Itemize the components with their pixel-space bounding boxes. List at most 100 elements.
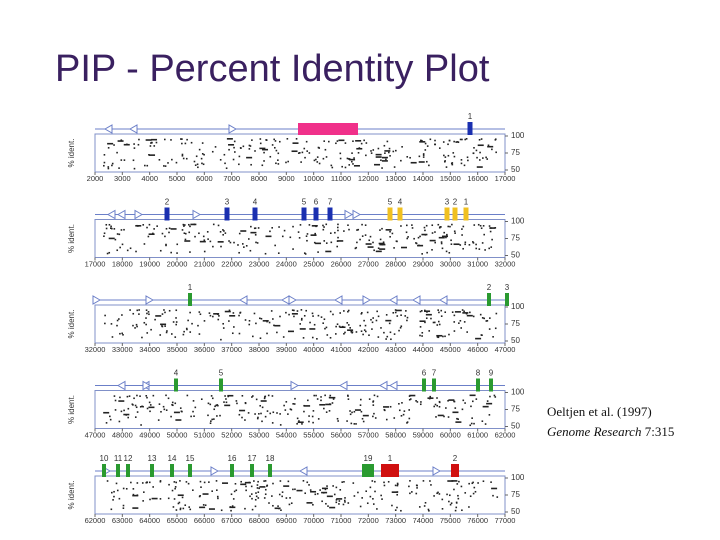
identity-dot xyxy=(292,248,294,250)
x-tick-label: 23000 xyxy=(249,259,270,268)
identity-dot xyxy=(130,481,132,484)
x-tick-label: 36000 xyxy=(194,345,215,354)
identity-dot xyxy=(251,497,253,500)
identity-dot xyxy=(475,337,482,340)
identity-dot xyxy=(363,139,365,142)
identity-dot xyxy=(442,141,445,143)
identity-dot xyxy=(245,489,247,492)
identity-dot xyxy=(449,225,451,228)
y-axis-label: % ident. xyxy=(67,139,76,168)
identity-dot xyxy=(424,310,431,313)
identity-dot xyxy=(107,167,110,170)
identity-dot xyxy=(312,315,314,317)
exon-label: 3 xyxy=(505,283,510,292)
identity-dot xyxy=(376,310,378,313)
x-tick-label: 76000 xyxy=(467,516,488,525)
identity-dot xyxy=(117,140,124,142)
exon-label: 6 xyxy=(314,198,319,207)
identity-dot xyxy=(262,148,269,151)
x-tick-label: 16000 xyxy=(467,174,488,183)
identity-dot xyxy=(466,331,468,333)
identity-dot xyxy=(275,149,278,152)
identity-dot xyxy=(235,489,238,492)
citation-volume: 7:315 xyxy=(644,424,675,439)
identity-dot xyxy=(201,153,204,155)
identity-dot xyxy=(370,318,372,321)
identity-dot xyxy=(298,152,301,154)
identity-dot xyxy=(123,409,125,412)
exon-label: 1 xyxy=(188,283,193,292)
identity-dot xyxy=(297,421,304,424)
identity-dot xyxy=(328,410,331,412)
identity-dot xyxy=(121,243,124,246)
identity-dot xyxy=(233,490,236,493)
identity-dot xyxy=(199,313,202,316)
identity-dot xyxy=(347,158,350,160)
identity-dot xyxy=(103,232,106,235)
exon-label: 7 xyxy=(432,369,437,378)
identity-dot xyxy=(135,323,138,326)
identity-dot xyxy=(197,324,199,327)
identity-dot xyxy=(321,491,328,494)
identity-dot xyxy=(308,484,310,486)
identity-dot xyxy=(359,505,362,508)
identity-dot xyxy=(475,398,478,400)
identity-dot xyxy=(336,226,339,229)
y-tick-label: 75 xyxy=(511,148,520,157)
identity-dot xyxy=(149,154,156,156)
identity-dot xyxy=(143,243,146,245)
x-tick-label: 12000 xyxy=(358,174,379,183)
identity-dot xyxy=(215,404,217,407)
identity-dot xyxy=(183,225,185,227)
identity-dot xyxy=(314,493,317,496)
identity-dot xyxy=(292,142,299,144)
identity-dot xyxy=(258,487,260,490)
identity-dot xyxy=(179,480,181,482)
identity-dot xyxy=(431,224,434,227)
identity-dot xyxy=(409,156,411,159)
exon xyxy=(489,378,493,392)
identity-dot xyxy=(437,491,439,494)
identity-dot xyxy=(163,408,166,411)
identity-dot xyxy=(198,148,201,151)
identity-dot xyxy=(469,495,472,498)
identity-dot xyxy=(369,495,372,498)
identity-dot xyxy=(114,399,117,402)
identity-dot xyxy=(307,399,309,402)
exon-label: 12 xyxy=(124,454,133,463)
identity-dot xyxy=(174,487,176,490)
y-tick-label: 100 xyxy=(511,388,525,397)
identity-dot xyxy=(252,395,254,397)
identity-dot xyxy=(451,162,454,164)
identity-dot xyxy=(251,139,253,141)
x-tick-label: 52000 xyxy=(221,430,242,439)
identity-dot xyxy=(331,402,334,404)
identity-dot xyxy=(230,493,233,496)
identity-dot xyxy=(424,229,426,232)
identity-dot xyxy=(175,161,178,164)
identity-dot xyxy=(441,498,444,501)
identity-dot xyxy=(304,492,307,495)
identity-dot xyxy=(149,498,151,501)
identity-dot xyxy=(132,324,134,327)
identity-dot xyxy=(365,142,368,144)
identity-dot xyxy=(343,310,345,312)
identity-dot xyxy=(163,138,166,141)
identity-dot xyxy=(379,238,382,241)
identity-dot xyxy=(291,150,298,153)
y-tick-label: 50 xyxy=(511,336,520,345)
identity-dot xyxy=(119,246,121,249)
identity-dot xyxy=(154,318,156,321)
identity-dot xyxy=(309,489,312,491)
identity-dot xyxy=(291,313,298,315)
identity-dot xyxy=(148,406,155,409)
identity-dot xyxy=(159,480,162,482)
direction-arrow xyxy=(238,295,248,305)
citation-authors: Oeltjen et al. (1997) xyxy=(547,404,652,419)
identity-dot xyxy=(349,410,351,412)
identity-dot xyxy=(444,335,446,338)
identity-dot xyxy=(136,394,138,397)
identity-dot xyxy=(489,317,491,319)
identity-dot xyxy=(403,410,406,412)
x-tick-label: 45000 xyxy=(440,345,461,354)
